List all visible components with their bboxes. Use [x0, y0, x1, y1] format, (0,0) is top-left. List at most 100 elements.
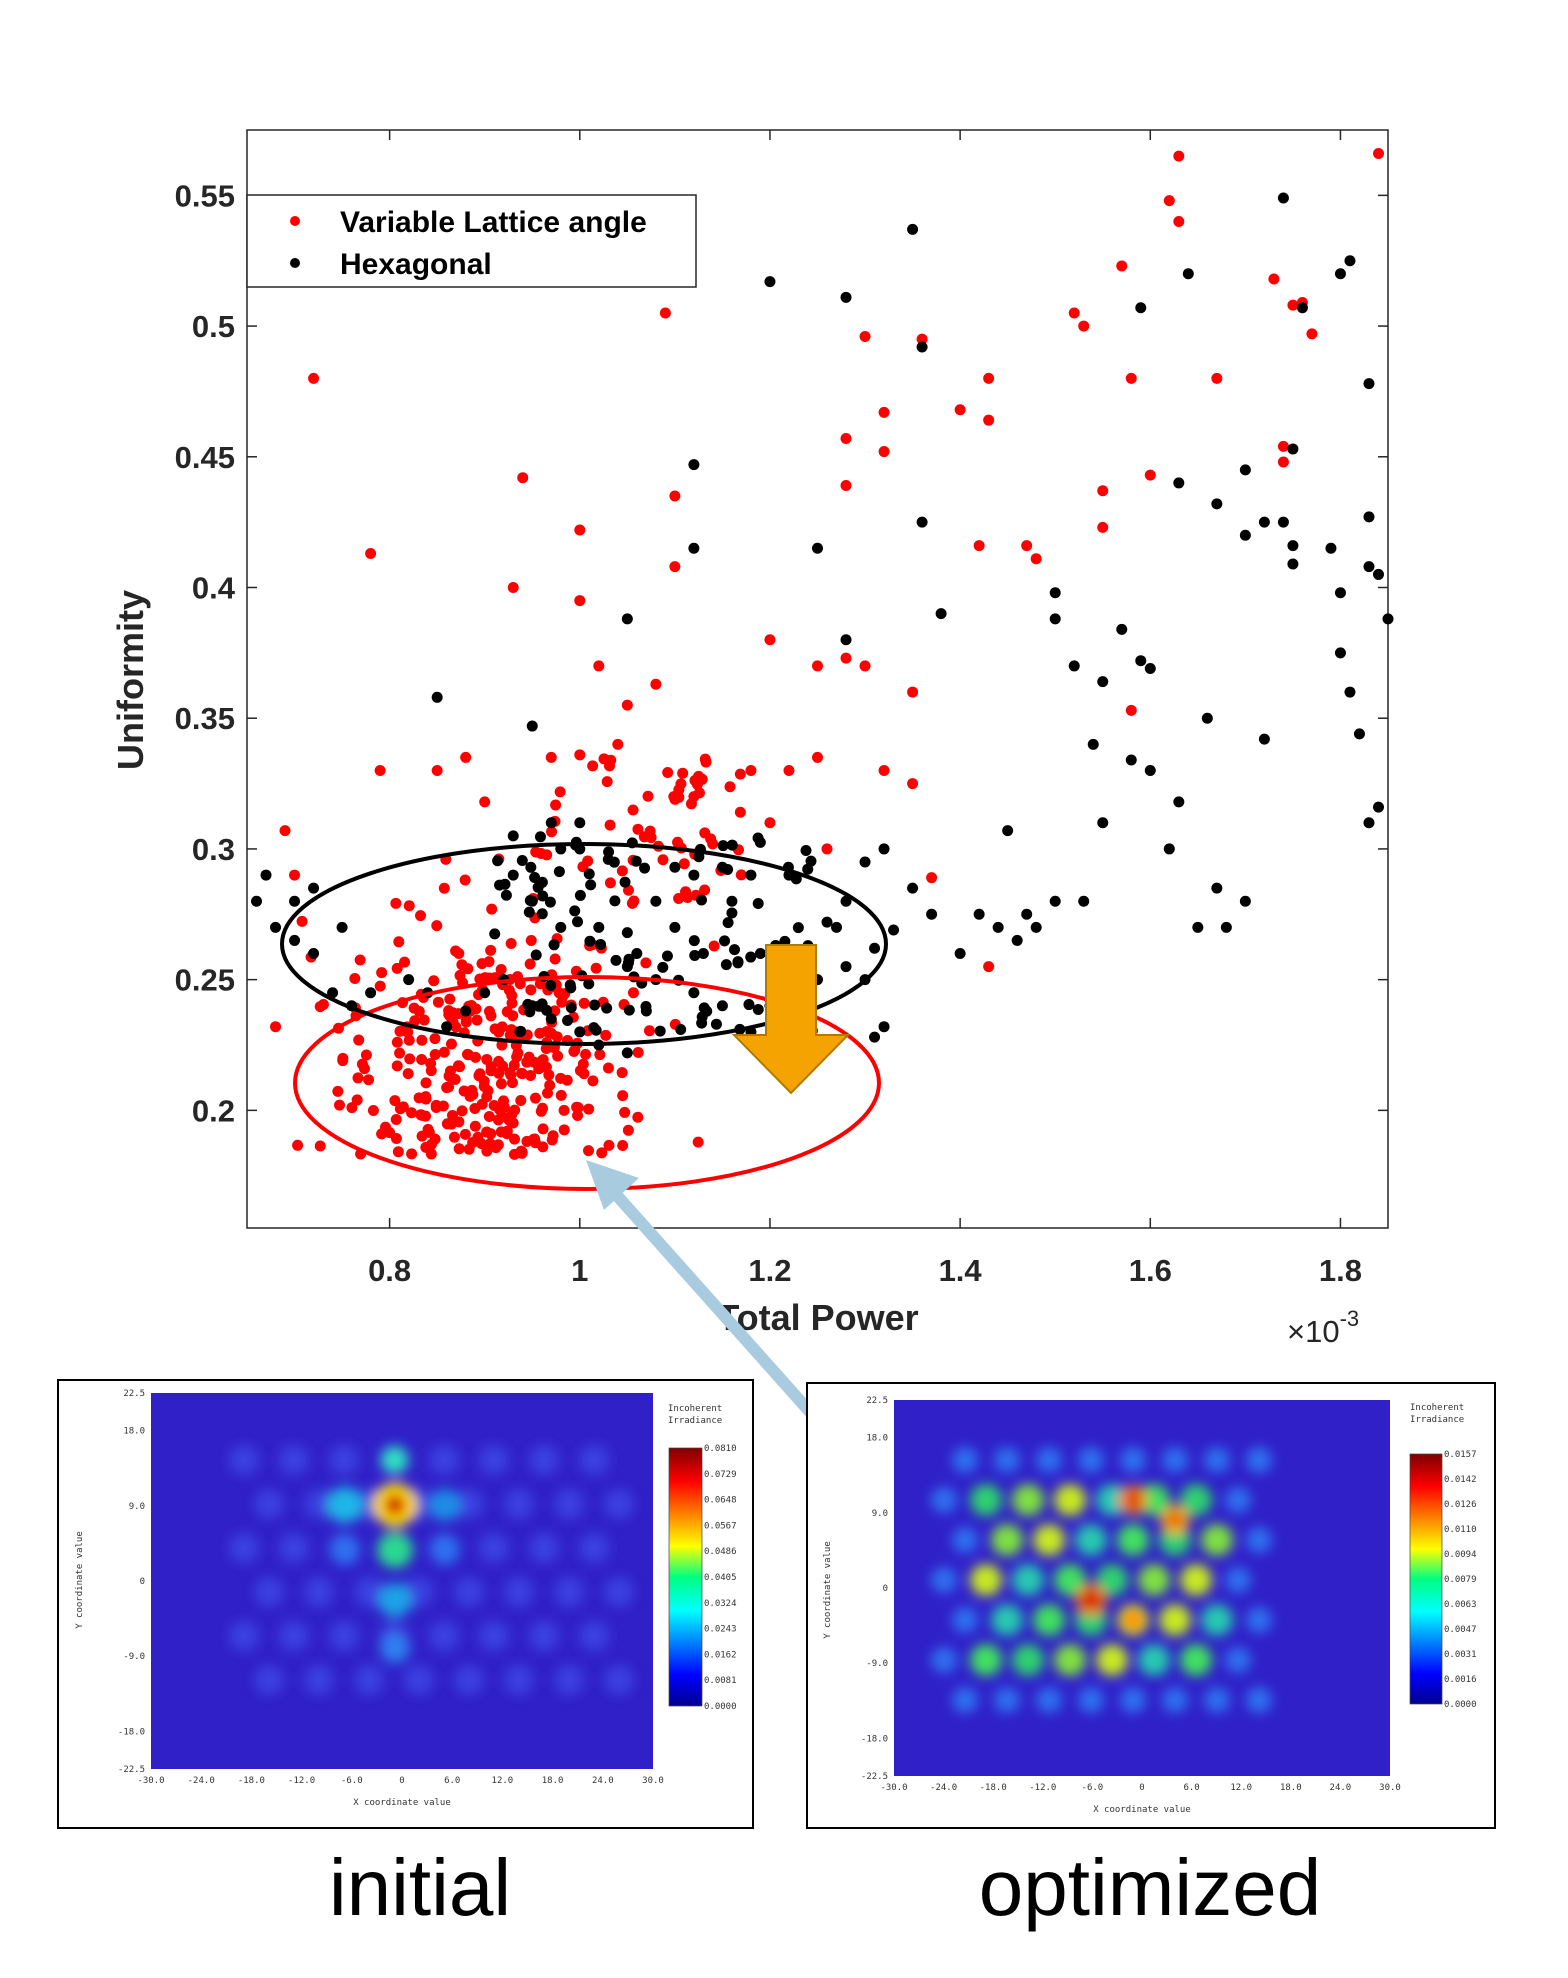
scatter-point [486, 903, 498, 915]
scatter-point [1277, 516, 1289, 528]
colorbar-label: 0.0063 [1444, 1600, 1477, 1610]
scatter-point [574, 524, 586, 536]
scatter-point [374, 765, 386, 776]
colorbar-label: 0.0324 [704, 1599, 737, 1609]
scatter-point [840, 432, 852, 444]
inset-x-tick-label: -18.0 [238, 1776, 265, 1786]
scatter-point [689, 950, 701, 962]
irradiance-spot [931, 1647, 957, 1673]
scatter-point [622, 957, 634, 969]
scatter-point [429, 1033, 441, 1045]
irradiance-spot [229, 1533, 259, 1563]
x-axis-label: Total Power [717, 1297, 918, 1338]
irradiance-spot [304, 1489, 334, 1519]
scatter-point [745, 951, 757, 963]
scatter-point [585, 879, 597, 891]
inset-x-label: X coordinate value [353, 1798, 451, 1808]
scatter-point [270, 921, 282, 933]
irradiance-spot [1246, 1527, 1272, 1553]
scatter-point [888, 924, 900, 936]
scatter-point [764, 817, 776, 829]
scatter-point [669, 921, 681, 933]
scatter-point [349, 973, 361, 985]
scatter-point [574, 1026, 586, 1038]
scatter-point [431, 920, 443, 932]
scatter-point [608, 856, 620, 868]
irradiance-spot [1126, 1493, 1140, 1507]
scatter-point [390, 1114, 402, 1126]
scatter-point [657, 854, 669, 866]
irradiance-spot [1083, 1592, 1099, 1608]
scatter-point [553, 866, 565, 878]
scatter-point [1334, 268, 1346, 280]
scatter-point [587, 760, 599, 772]
irradiance-spot [454, 1665, 484, 1695]
scatter-point [605, 754, 617, 766]
irradiance-spot [1180, 1644, 1212, 1676]
irradiance-spot [1075, 1524, 1107, 1556]
inset-y-tick-label: 18.0 [123, 1427, 145, 1437]
inset-x-tick-label: 30.0 [642, 1776, 664, 1786]
scatter-point [593, 660, 605, 672]
colorbar [1409, 1453, 1443, 1705]
scatter-point [553, 987, 565, 999]
scatter-point [413, 1005, 425, 1017]
irradiance-spot [1012, 1564, 1044, 1596]
scatter-point [916, 333, 928, 345]
scatter-point [308, 882, 320, 894]
scatter-point [640, 1001, 652, 1013]
irradiance-spot [1036, 1447, 1062, 1473]
scatter-point [630, 855, 642, 867]
red-ellipse-annotation [293, 975, 881, 1191]
scatter-point [1002, 825, 1014, 837]
irradiance-spot [970, 1564, 1002, 1596]
scatter-point [479, 796, 491, 808]
scatter-point [374, 980, 386, 992]
scatter-point [831, 921, 843, 933]
scatter-point [696, 894, 708, 906]
scatter-point [1325, 542, 1337, 554]
scatter-point [544, 896, 556, 908]
scatter-point [432, 996, 444, 1008]
scatter-point [1344, 686, 1356, 698]
scatter-point [495, 963, 507, 975]
irradiance-spot [970, 1644, 1002, 1676]
caption-optimized: optimized [979, 1843, 1321, 1932]
scatter-point [458, 1085, 470, 1097]
scatter-point [279, 825, 291, 837]
inset-x-tick-label: 18.0 [542, 1776, 564, 1786]
scatter-point [616, 1067, 628, 1079]
scatter-point [445, 1118, 457, 1130]
scatter-point [926, 908, 938, 920]
legend-label-hexagonal: Hexagonal [340, 248, 492, 281]
scatter-point [1125, 372, 1137, 384]
scatter-point [583, 868, 595, 880]
scatter-point [907, 882, 919, 894]
scatter-point [365, 987, 377, 999]
inset-y-tick-label: 22.5 [866, 1396, 888, 1406]
scatter-point [431, 691, 443, 703]
irradiance-spot [1201, 1524, 1233, 1556]
legend-marker-black [290, 258, 300, 268]
scatter-point [394, 1047, 406, 1059]
irradiance-spot [229, 1445, 259, 1475]
scatter-point [662, 767, 674, 779]
scatter-point [1239, 895, 1251, 907]
scatter-point [669, 793, 681, 805]
scatter-point [983, 961, 995, 973]
inset-x-tick-label: -6.0 [341, 1776, 363, 1786]
colorbar-label: 0.0243 [704, 1625, 737, 1635]
scatter-point [878, 1021, 890, 1033]
scatter-point [448, 1131, 460, 1143]
irradiance-spot [554, 1489, 584, 1519]
irradiance-spot [1096, 1484, 1128, 1516]
scatter-point [524, 958, 536, 970]
irradiance-spot [1096, 1564, 1128, 1596]
scatter-point [394, 1103, 406, 1115]
scatter-point [547, 1130, 559, 1142]
scatter-point [1287, 299, 1299, 311]
scatter-point [792, 922, 804, 934]
irradiance-spot [254, 1489, 284, 1519]
scatter-point [517, 472, 529, 484]
scatter-point [677, 767, 689, 779]
